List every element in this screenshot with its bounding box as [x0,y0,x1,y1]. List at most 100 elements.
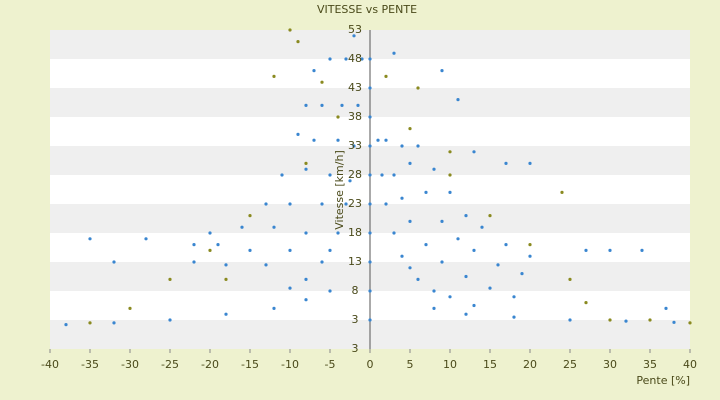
x-tick-label: -15 [241,358,259,371]
point [608,318,612,322]
point [624,319,628,323]
y-tick-label: 28 [348,168,362,181]
point [248,214,252,218]
point [288,202,292,206]
point [672,320,676,324]
x-tick-label: 30 [603,358,617,371]
point [480,225,484,229]
point [408,127,412,131]
point [320,80,324,84]
point [584,301,588,305]
point [328,173,332,177]
point [408,161,412,165]
point [288,248,292,252]
point [448,295,452,299]
point [584,248,588,252]
point [568,277,572,281]
point [328,289,332,293]
point [472,150,476,154]
y-axis-title: Vitesse [km/h] [333,150,346,230]
point [264,202,268,206]
point [336,231,340,235]
point [192,243,196,247]
x-tick-label: 40 [683,358,697,371]
point [280,173,284,177]
y-tick-label: 3 [352,313,359,326]
point [392,231,396,235]
point [464,214,468,218]
point [472,248,476,252]
point [432,167,436,171]
point [272,306,276,310]
point [408,266,412,270]
point [352,34,356,38]
point [560,190,564,194]
point [520,272,524,276]
point [664,306,668,310]
point [432,306,436,310]
point [448,190,452,194]
point [216,243,220,247]
point [512,315,516,319]
x-tick-label: 20 [523,358,537,371]
x-tick-label: -25 [161,358,179,371]
x-tick-label: 15 [483,358,497,371]
point [688,321,692,325]
point [168,277,172,281]
point [248,248,252,252]
point [144,237,148,241]
x-tick-label: -5 [325,358,336,371]
point [472,303,476,308]
y-tick-label: 8 [352,284,359,297]
point [368,86,372,90]
point [568,318,572,322]
point [648,318,652,322]
point [368,115,372,119]
point [368,57,372,61]
point [464,312,468,316]
point [416,86,420,90]
point [368,173,372,177]
point [88,321,92,325]
point [400,196,404,200]
point [304,298,308,302]
point [488,286,492,290]
point [312,69,316,73]
point [240,225,244,229]
point [296,40,300,44]
point [320,103,324,107]
point [424,243,428,247]
point [384,74,388,78]
point [312,138,316,142]
y-tick-label: 18 [348,226,362,239]
y-tick-label: 33 [348,139,362,152]
point [348,179,352,183]
point [224,312,228,316]
point [368,144,372,148]
point [488,214,492,218]
point [356,103,360,107]
point [424,190,428,194]
point [384,202,388,206]
point [304,103,308,107]
y-tick-label: 23 [348,197,362,210]
point [272,225,276,229]
y-tick-label: 43 [348,81,362,94]
point [112,321,116,325]
point [272,74,276,78]
point [528,161,532,165]
point [408,219,412,223]
point [504,243,508,247]
point [336,138,340,142]
point [440,260,444,264]
point [368,260,372,264]
point [192,260,196,264]
x-tick-label: -20 [201,358,219,371]
point [528,243,532,247]
point [320,202,324,206]
point [440,69,444,73]
x-tick-label: 0 [367,358,374,371]
point [496,263,500,267]
point [336,115,340,119]
